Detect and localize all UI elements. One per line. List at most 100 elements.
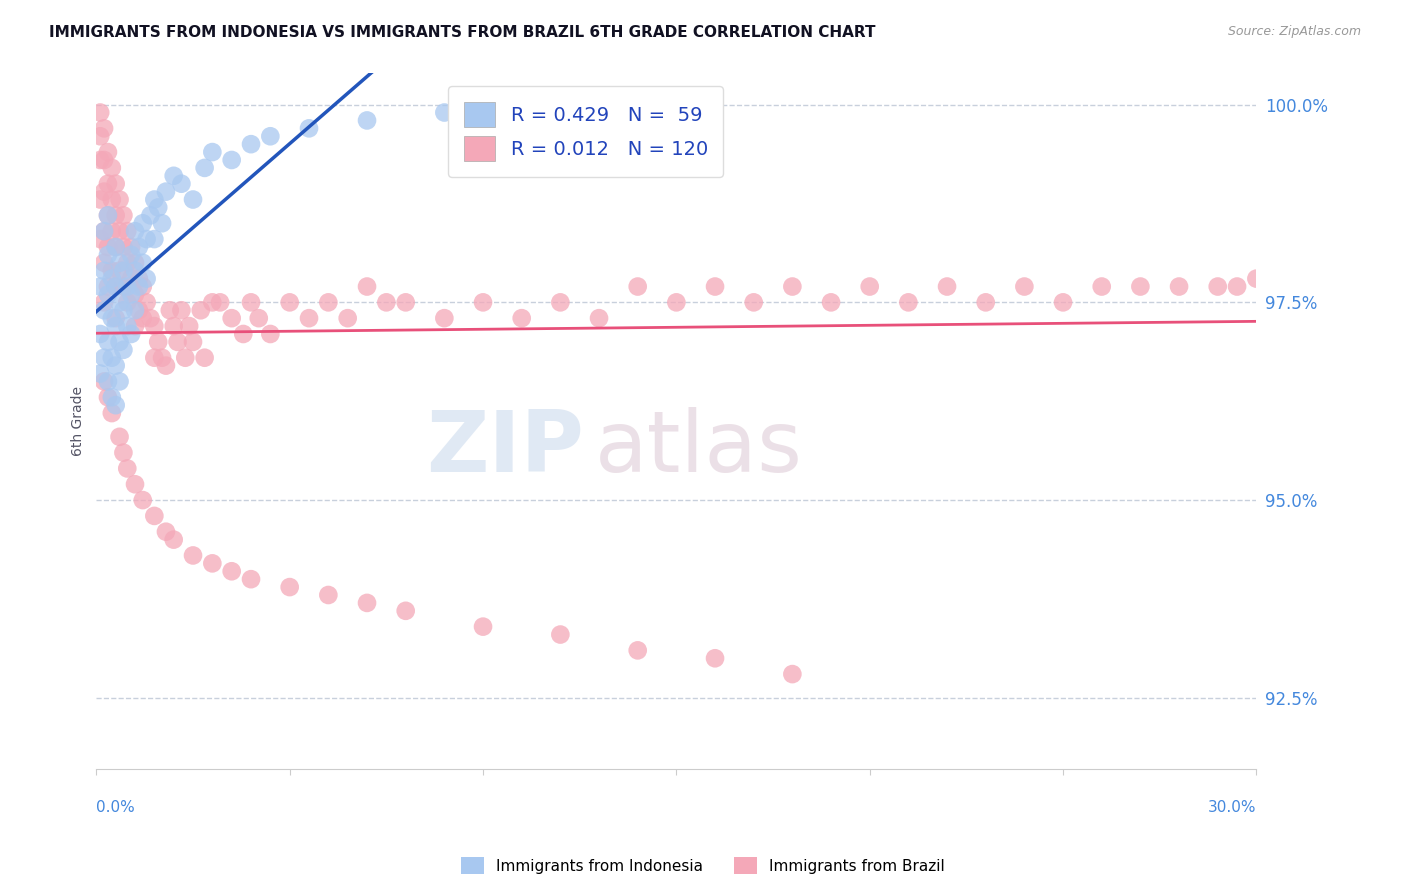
Point (1206, 279, 1229, 293)
Point (395, 295, 418, 310)
Point (97, 248, 120, 262)
Point (150, 216, 173, 230)
Point (336, 311, 359, 326)
Point (170, 177, 193, 191)
Point (143, 351, 166, 365)
Point (240, 572, 263, 586)
Point (101, 271, 124, 285)
Point (704, 651, 727, 665)
Point (247, 311, 270, 326)
Point (108, 263, 131, 277)
Point (97, 390, 120, 404)
Point (132, 493, 155, 508)
Point (627, 279, 650, 293)
Point (148, 334, 170, 349)
Point (148, 201, 170, 215)
Point (181, 193, 204, 207)
Point (221, 311, 243, 326)
Point (190, 303, 212, 318)
Point (120, 287, 142, 301)
Point (356, 279, 378, 293)
Point (108, 224, 131, 238)
Point (101, 311, 124, 326)
Point (89, 153, 111, 167)
Point (318, 295, 340, 310)
Point (112, 240, 135, 254)
Point (550, 295, 572, 310)
Point (89, 129, 111, 144)
Point (1014, 279, 1036, 293)
Point (375, 295, 398, 310)
Point (89, 232, 111, 246)
Point (627, 643, 650, 657)
Point (588, 311, 610, 326)
Point (128, 279, 150, 293)
Point (108, 295, 131, 310)
Point (117, 256, 139, 270)
Text: atlas: atlas (595, 408, 803, 491)
Point (240, 137, 263, 152)
Point (395, 604, 418, 618)
Point (112, 208, 135, 222)
Point (155, 185, 177, 199)
Point (112, 343, 135, 357)
Point (104, 240, 127, 254)
Point (259, 129, 281, 144)
Point (89, 105, 111, 120)
Point (108, 375, 131, 389)
Point (936, 279, 959, 293)
Point (166, 334, 188, 349)
Point (143, 232, 166, 246)
Point (128, 303, 150, 318)
Point (194, 161, 217, 175)
Point (155, 359, 177, 373)
Point (132, 279, 155, 293)
Point (108, 334, 131, 349)
Point (163, 533, 186, 547)
Point (209, 295, 232, 310)
Point (112, 445, 135, 459)
Point (93, 121, 115, 136)
Point (120, 248, 142, 262)
Point (1168, 279, 1191, 293)
Point (104, 177, 127, 191)
Point (89, 279, 111, 293)
Point (298, 311, 321, 326)
Point (510, 311, 533, 326)
Point (974, 295, 997, 310)
Point (1052, 295, 1074, 310)
Point (143, 193, 166, 207)
Point (124, 263, 146, 277)
Point (221, 564, 243, 578)
Point (170, 303, 193, 318)
Point (97, 177, 120, 191)
Point (143, 508, 166, 523)
Point (356, 596, 378, 610)
Legend: Immigrants from Indonesia, Immigrants from Brazil: Immigrants from Indonesia, Immigrants fr… (456, 851, 950, 880)
Point (820, 295, 842, 310)
Point (101, 263, 124, 277)
Point (135, 232, 157, 246)
Point (704, 279, 727, 293)
Point (97, 208, 120, 222)
Point (124, 287, 146, 301)
Point (897, 295, 920, 310)
Point (93, 375, 115, 389)
Point (181, 549, 204, 563)
Point (89, 326, 111, 341)
Point (201, 145, 224, 159)
Text: Source: ZipAtlas.com: Source: ZipAtlas.com (1227, 25, 1361, 38)
Point (174, 351, 197, 365)
Point (104, 398, 127, 412)
Point (132, 256, 155, 270)
Point (104, 319, 127, 334)
Point (278, 295, 301, 310)
Y-axis label: 6th Grade: 6th Grade (72, 386, 86, 456)
Point (472, 295, 495, 310)
Point (93, 263, 115, 277)
Point (104, 279, 127, 293)
Point (278, 580, 301, 594)
Point (665, 295, 688, 310)
Point (104, 240, 127, 254)
Text: ZIP: ZIP (426, 408, 583, 491)
